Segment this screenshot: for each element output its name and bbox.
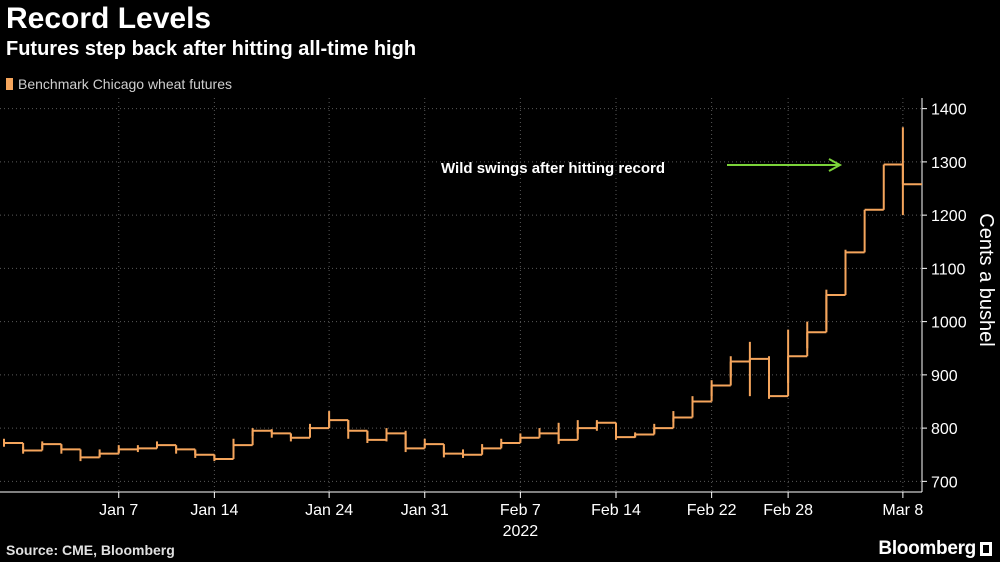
x-tick-label: Jan 24 — [305, 502, 353, 519]
legend-swatch — [6, 78, 13, 90]
chart-subtitle: Futures step back after hitting all-time… — [6, 38, 417, 60]
x-tick-label: Jan 14 — [190, 502, 238, 519]
arrow-head — [828, 158, 843, 172]
bloomberg-logo: Bloomberg — [878, 538, 992, 560]
y-tick-label: 1400 — [931, 102, 967, 119]
x-tick-label: Jan 7 — [99, 502, 138, 519]
legend: Benchmark Chicago wheat futures — [6, 76, 232, 92]
legend-label: Benchmark Chicago wheat futures — [18, 76, 232, 92]
y-tick-label: 1000 — [931, 315, 967, 332]
brand-text: Bloomberg — [878, 538, 976, 559]
annotation-arrow — [727, 158, 843, 172]
y-axis-label: Cents a bushel — [975, 213, 997, 346]
x-axis-year-label: 2022 — [503, 523, 539, 540]
y-tick-label: 1200 — [931, 208, 967, 225]
y-tick-label: 1300 — [931, 155, 967, 172]
y-tick-label: 900 — [931, 368, 958, 385]
x-tick-label: Feb 22 — [687, 502, 737, 519]
annotation-text: Wild swings after hitting record — [441, 160, 666, 177]
series-marks — [3, 127, 922, 462]
y-tick-label: 800 — [931, 421, 958, 438]
brand-mark-icon — [980, 542, 992, 556]
y-tick-label: 700 — [931, 474, 958, 491]
axes: 700 800 900 1000 1100 1200 1300 1400 Jan 7 Jan 14… — [0, 98, 997, 540]
grid — [0, 98, 922, 492]
x-tick-label: Feb 14 — [591, 502, 641, 519]
source-note: Source: CME, Bloomberg — [6, 542, 175, 558]
x-tick-label: Mar 8 — [882, 502, 923, 519]
x-tick-label: Jan 31 — [401, 502, 449, 519]
x-tick-label: Feb 7 — [500, 502, 541, 519]
x-tick-label: Feb 28 — [763, 502, 813, 519]
y-tick-label: 1100 — [931, 261, 966, 278]
chart-title: Record Levels — [6, 2, 212, 35]
